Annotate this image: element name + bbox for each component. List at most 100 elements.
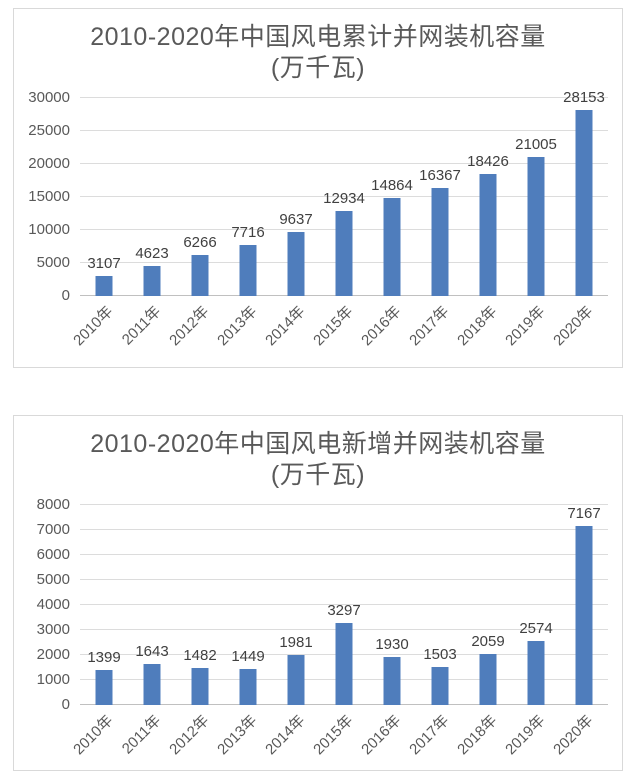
gridline	[80, 97, 608, 98]
data-label: 3297	[327, 601, 361, 619]
y-axis: 0 5000 10000 15000 20000 25000 30000	[14, 89, 80, 304]
bar-2016年	[383, 656, 401, 705]
gridline	[80, 163, 608, 165]
bar-column: 7716	[224, 98, 272, 296]
bar-2010年	[95, 670, 113, 705]
data-label: 1449	[231, 647, 265, 665]
y-tick-label: 3000	[36, 621, 70, 638]
gridline	[80, 554, 608, 555]
data-label: 12934	[323, 189, 365, 207]
x-tick: 2020年	[550, 296, 608, 362]
gridline	[80, 529, 608, 530]
y-tick-label: 25000	[28, 122, 70, 139]
data-label: 7716	[231, 224, 265, 242]
data-label: 18426	[467, 153, 509, 171]
x-tick: 2010年	[70, 705, 128, 771]
bar-2017年	[431, 187, 449, 296]
y-axis: 0 1000 2000 3000 4000 5000 6000 7000 8000	[14, 496, 80, 713]
x-tick: 2012年	[166, 296, 224, 362]
cumulative-capacity-chart-card: 2010-2020年中国风电累计并网装机容量 (万千瓦) 0 5000 10000 1…	[13, 8, 623, 368]
data-label: 21005	[515, 136, 557, 154]
data-label: 9637	[279, 211, 313, 229]
bar-2012年	[191, 254, 209, 296]
x-axis-spacer	[14, 296, 80, 362]
data-label: 1981	[279, 634, 313, 652]
bar-2020年	[575, 525, 593, 705]
chart-title: 2010-2020年中国风电累计并网装机容量	[90, 23, 546, 51]
bar-column: 12934	[320, 98, 368, 296]
y-tick-label: 20000	[28, 155, 70, 173]
bar-column: 1930	[368, 505, 416, 705]
bar-2010年	[95, 275, 113, 296]
bar-2018年	[479, 174, 497, 296]
y-tick-label: 5000	[36, 571, 70, 588]
bar-column: 4623	[128, 98, 176, 296]
x-tick: 2016年	[358, 296, 416, 362]
x-tick: 2018年	[454, 705, 512, 771]
plot-area: 3107 4623 6266 7716 9637 12934 14864 16367 18426…	[80, 89, 608, 296]
bar-2011年	[143, 265, 161, 296]
bar-column: 3297	[320, 505, 368, 705]
gridline	[80, 604, 608, 605]
bar-column: 1482	[176, 505, 224, 705]
x-tick: 2014年	[262, 296, 320, 362]
bar-2015年	[335, 210, 353, 296]
chart-title-group: 2010-2020年中国风电新增并网装机容量 (万千瓦)	[14, 416, 622, 491]
y-tick-label: 5000	[36, 254, 70, 272]
bar-2019年	[527, 157, 545, 296]
bar-2018年	[479, 653, 497, 705]
data-label: 7167	[567, 504, 601, 522]
bar-2013年	[239, 245, 257, 296]
bar-2017年	[431, 667, 449, 705]
bar-column: 6266	[176, 98, 224, 296]
x-tick: 2015年	[310, 705, 368, 771]
bar-column: 18426	[464, 98, 512, 296]
bar-2019年	[527, 640, 545, 705]
x-tick: 2018年	[454, 296, 512, 362]
bar-2012年	[191, 667, 209, 705]
chart-title-group: 2010-2020年中国风电累计并网装机容量 (万千瓦)	[14, 9, 622, 84]
bar-column: 7167	[560, 505, 608, 705]
y-tick-label: 30000	[28, 89, 70, 106]
y-tick-label: 10000	[28, 221, 70, 239]
data-label: 1643	[135, 642, 169, 660]
bar-column: 2059	[464, 505, 512, 705]
bar-column: 14864	[368, 98, 416, 296]
bar-column: 28153	[560, 89, 608, 296]
data-label: 1482	[183, 646, 217, 664]
x-tick: 2019年	[502, 296, 560, 362]
chart-title: 2010-2020年中国风电新增并网装机容量	[90, 430, 546, 458]
bar-column: 16367	[416, 98, 464, 296]
y-tick-label: 15000	[28, 188, 70, 205]
plot-area: 1399 1643 1482 1449 1981 3297 1930 1503 2059 2574…	[80, 504, 608, 705]
y-tick-label: 0	[61, 287, 70, 304]
y-tick-label: 6000	[36, 546, 70, 563]
data-label: 2574	[519, 619, 553, 637]
x-tick: 2016年	[358, 705, 416, 771]
x-tick: 2020年	[550, 705, 608, 771]
y-tick-label: 2000	[36, 646, 70, 663]
x-tick: 2010年	[70, 296, 128, 362]
x-tick: 2017年	[406, 296, 464, 362]
x-tick: 2019年	[502, 705, 560, 771]
y-tick-label: 0	[61, 696, 70, 713]
x-axis: 2010年 2011年 2012年 2013年 2014年 2015年 2016年 2017年…	[70, 705, 608, 771]
data-label: 1930	[375, 635, 409, 653]
data-label: 2059	[471, 632, 505, 650]
bar-column: 1449	[224, 505, 272, 705]
data-label: 4623	[135, 244, 169, 262]
y-tick-label: 1000	[36, 671, 70, 688]
bar-column: 1399	[80, 505, 128, 705]
gridline	[80, 579, 608, 580]
bar-column: 1981	[272, 505, 320, 705]
x-tick: 2011年	[119, 296, 176, 362]
y-tick-label: 7000	[36, 521, 70, 538]
bar-2016年	[383, 197, 401, 296]
bar-column: 1503	[416, 505, 464, 705]
y-tick-label: 4000	[36, 596, 70, 613]
x-tick: 2013年	[214, 296, 272, 362]
gridline	[80, 196, 608, 197]
bar-2014年	[287, 655, 305, 705]
bar-2020年	[575, 110, 593, 296]
data-label: 1503	[423, 646, 457, 664]
